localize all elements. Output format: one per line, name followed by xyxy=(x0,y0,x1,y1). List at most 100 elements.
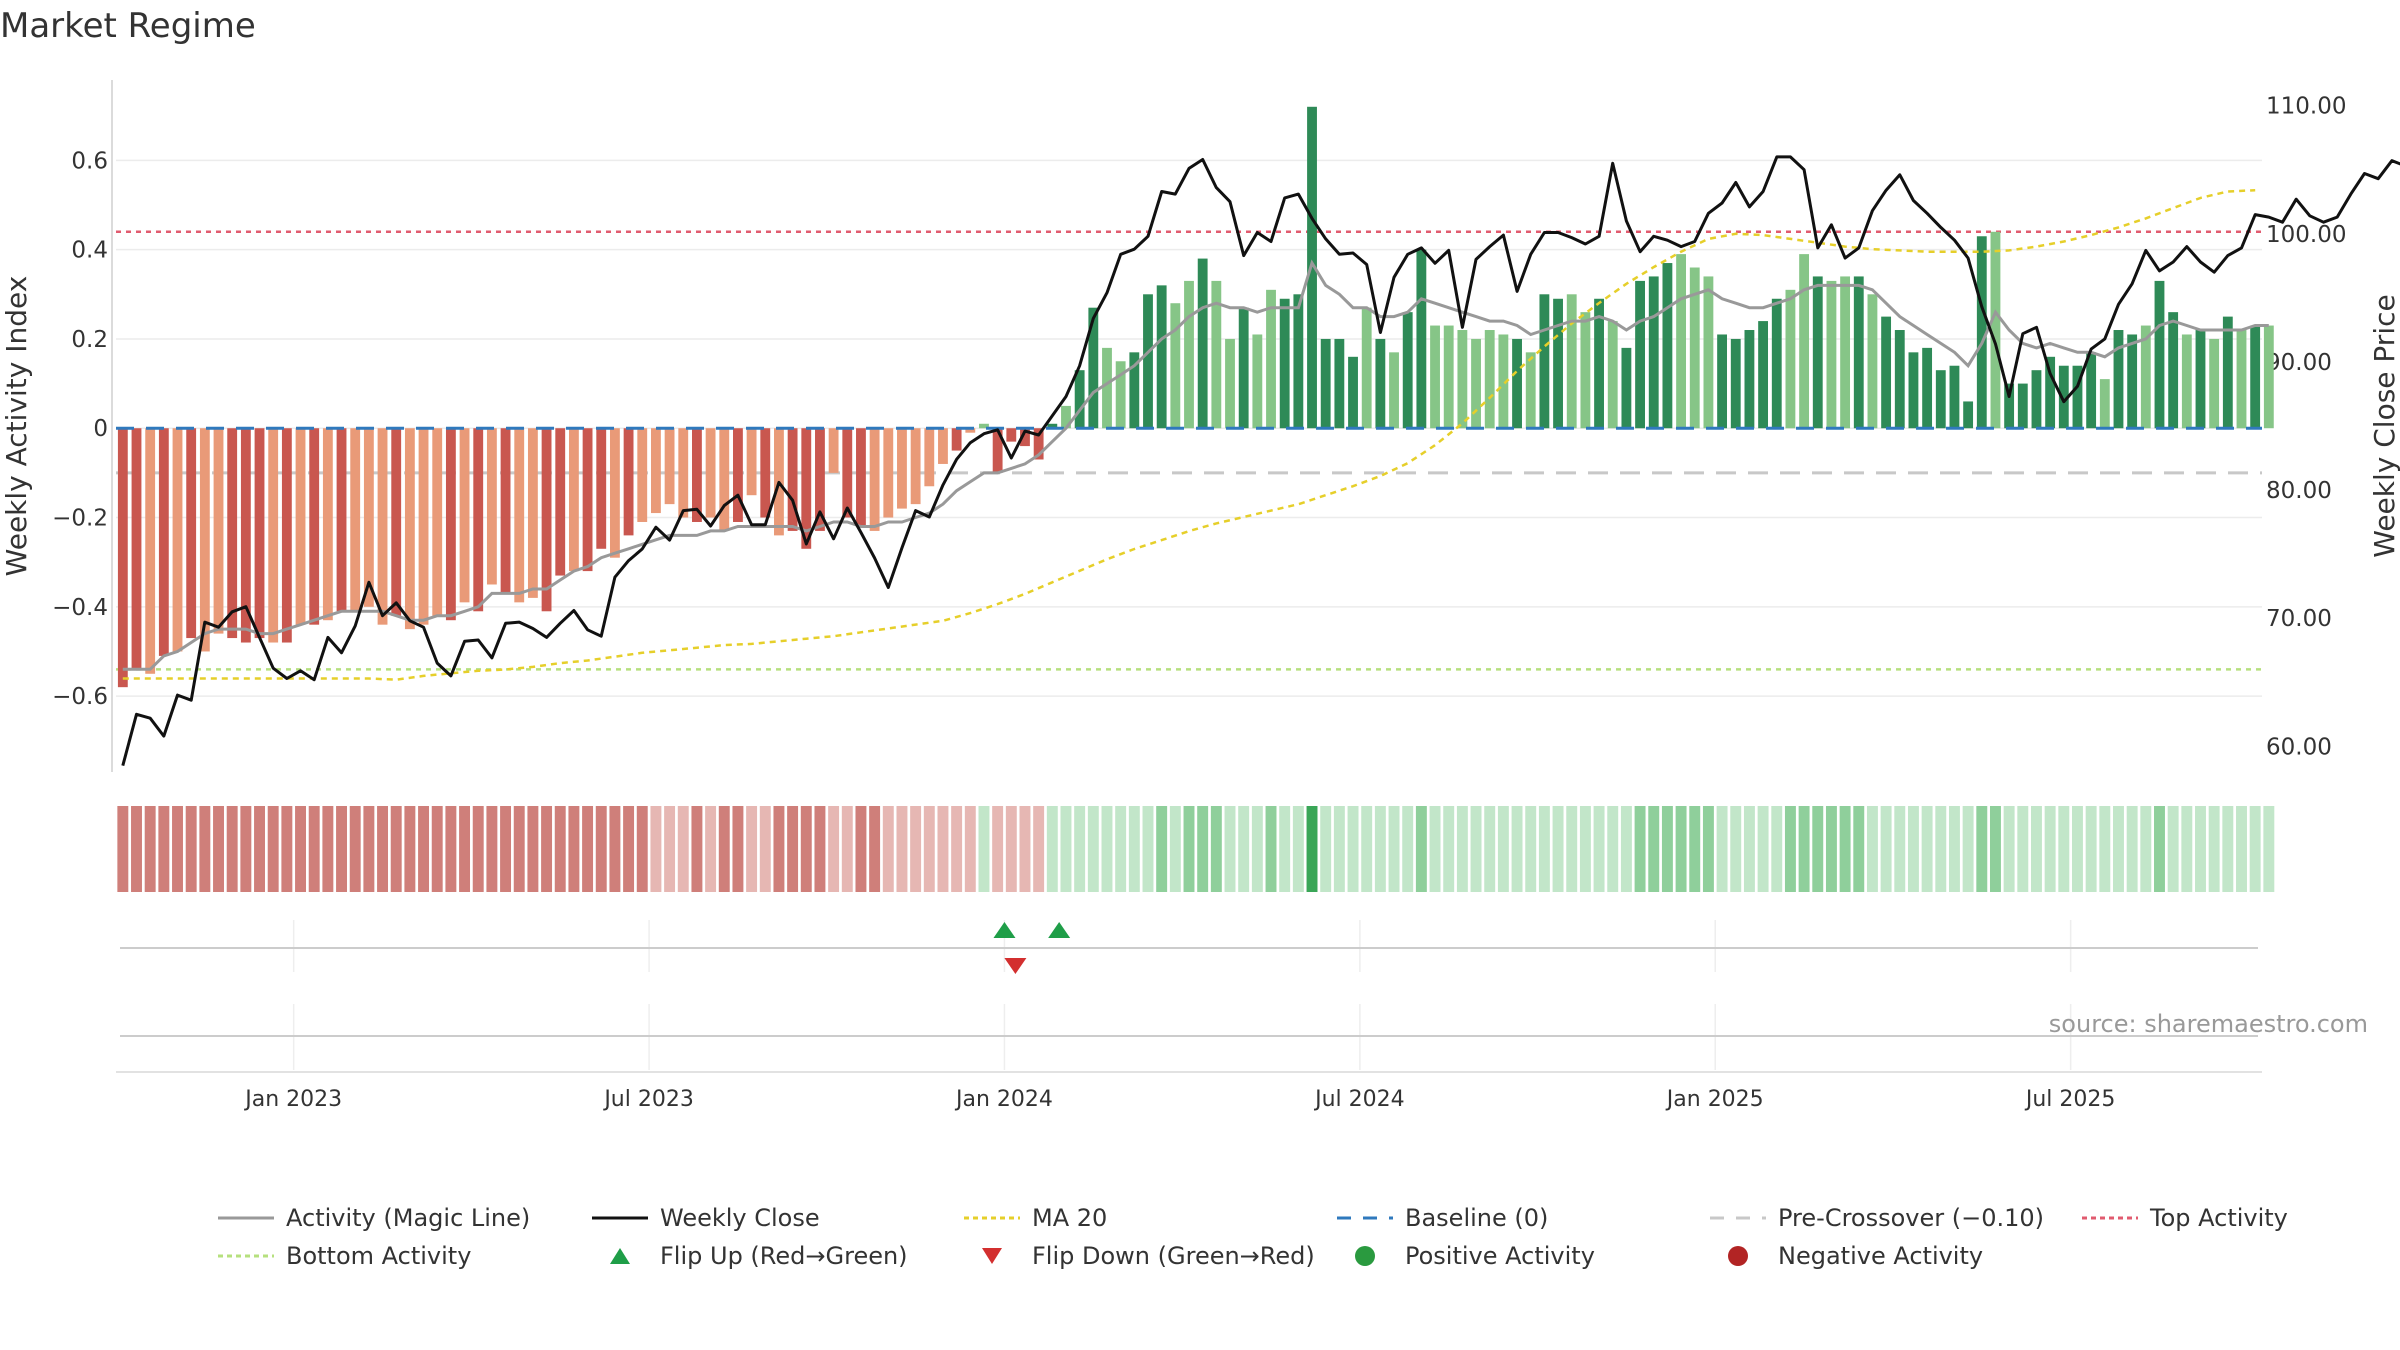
x-tick-label: Jan 2025 xyxy=(1665,1087,1764,1112)
activity-bar xyxy=(869,428,880,531)
activity-bar xyxy=(1853,276,1864,429)
regime-cell xyxy=(1962,806,1974,892)
regime-cell xyxy=(554,806,566,892)
activity-bar xyxy=(486,428,497,585)
regime-cell xyxy=(787,806,799,892)
activity-bar xyxy=(1457,330,1468,429)
activity-bar xyxy=(1812,276,1823,429)
activity-bar xyxy=(1348,356,1358,429)
activity-bar xyxy=(1088,307,1099,429)
activity-bar xyxy=(445,428,456,621)
activity-bar xyxy=(692,428,702,522)
regime-cell xyxy=(773,806,785,892)
regime-cell xyxy=(472,806,484,892)
regime-cell xyxy=(691,806,703,892)
regime-cell xyxy=(1183,806,1195,892)
regime-cell xyxy=(814,806,826,892)
activity-bar xyxy=(1047,423,1058,429)
activity-bar xyxy=(2017,383,2028,429)
regime-cell xyxy=(923,806,935,892)
activity-bar xyxy=(1361,307,1372,429)
activity-bar xyxy=(377,428,388,625)
activity-bar xyxy=(2195,330,2206,429)
activity-bar xyxy=(1621,347,1632,429)
regime-cell xyxy=(1443,806,1455,892)
activity-bar xyxy=(1416,249,1427,429)
activity-bar xyxy=(1102,347,1112,429)
activity-bar xyxy=(1211,280,1222,429)
regime-cell xyxy=(2085,806,2097,892)
activity-bar xyxy=(1607,321,1618,429)
regime-cell xyxy=(459,806,471,892)
regime-cell xyxy=(1101,806,1113,892)
activity-bar xyxy=(1648,276,1659,429)
activity-bar xyxy=(459,428,470,603)
activity-bar xyxy=(678,428,689,518)
regime-cell xyxy=(281,806,293,892)
regime-cell xyxy=(1839,806,1851,892)
regime-cell xyxy=(1648,806,1660,892)
activity-bar xyxy=(199,428,210,652)
activity-bar xyxy=(295,428,306,625)
activity-bar xyxy=(582,428,593,572)
y-left-tick-label: 0 xyxy=(93,416,108,442)
activity-bar xyxy=(1908,352,1919,429)
activity-bar xyxy=(1840,276,1851,429)
activity-bar xyxy=(910,428,921,505)
activity-bar xyxy=(391,428,402,616)
regime-cell xyxy=(746,806,758,892)
regime-cell xyxy=(1702,806,1714,892)
regime-cell xyxy=(595,806,607,892)
weekly-close-line xyxy=(121,155,2400,766)
regime-cell xyxy=(131,806,142,892)
regime-cell xyxy=(2058,806,2070,892)
activity-bar xyxy=(1976,236,1987,429)
regime-cell xyxy=(431,806,443,892)
flip-down-marker xyxy=(1004,958,1027,974)
activity-bar xyxy=(746,428,757,496)
activity-bar xyxy=(213,428,224,634)
regime-cell xyxy=(1115,806,1127,892)
activity-bar xyxy=(1484,330,1495,429)
activity-bar xyxy=(2099,379,2110,429)
regime-cell xyxy=(677,806,689,892)
regime-cell xyxy=(2099,806,2111,892)
activity-bar xyxy=(856,428,866,527)
regime-cell xyxy=(2167,806,2179,892)
regime-cell xyxy=(1074,806,1086,892)
regime-cell xyxy=(349,806,361,892)
activity-bar xyxy=(1662,263,1673,429)
activity-bar xyxy=(1389,352,1399,429)
activity-bar xyxy=(541,428,552,612)
activity-bar xyxy=(2222,316,2233,429)
regime-cell xyxy=(636,806,648,892)
activity-bar xyxy=(1006,428,1017,442)
regime-cell xyxy=(254,806,265,892)
regime-cell xyxy=(1142,806,1154,892)
regime-cell xyxy=(1552,806,1564,892)
activity-bar xyxy=(992,428,1003,473)
regime-cell xyxy=(1907,806,1919,892)
activity-bar xyxy=(1826,280,1837,429)
regime-cell xyxy=(1320,806,1332,892)
activity-bar xyxy=(1443,325,1454,429)
x-tick-label: Jan 2023 xyxy=(243,1087,342,1112)
regime-cell xyxy=(1825,806,1837,892)
activity-bar xyxy=(2058,365,2069,429)
activity-bar xyxy=(2031,370,2042,429)
regime-cell xyxy=(2263,806,2275,892)
regime-cell xyxy=(418,806,430,892)
regime-cell xyxy=(541,806,553,892)
regime-cell xyxy=(1689,806,1701,892)
activity-bar xyxy=(705,428,716,518)
activity-bar xyxy=(1074,370,1085,429)
regime-cell xyxy=(1566,806,1578,892)
regime-cell xyxy=(213,806,224,892)
y-right-tick-label: 110.00 xyxy=(2266,94,2346,120)
regime-cell xyxy=(1484,806,1496,892)
regime-cell xyxy=(144,806,156,892)
activity-bar xyxy=(1676,254,1686,429)
regime-cell xyxy=(2222,806,2234,892)
activity-bar xyxy=(650,428,661,514)
